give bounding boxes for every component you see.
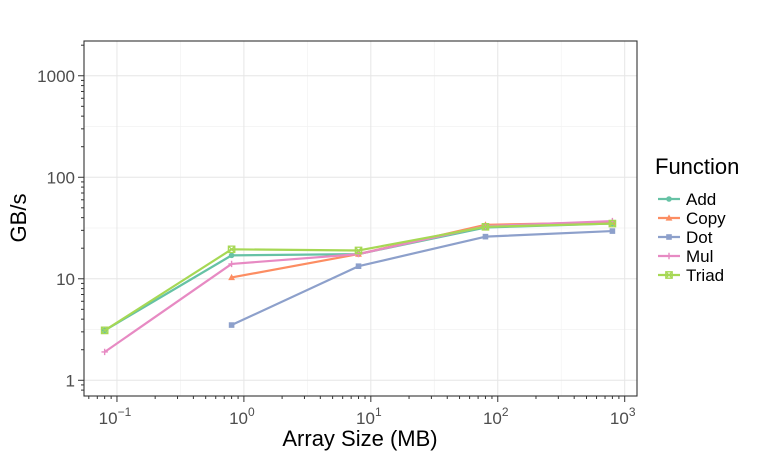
data-point-dot [228,322,235,328]
data-point-mul [228,260,235,268]
y-tick-label: 1000 [37,67,75,86]
legend-label-mul: Mul [686,247,713,266]
series-line-add [104,222,613,332]
legend-key-marker-dot [666,234,672,240]
legend-item-triad: Triad [658,266,724,285]
legend-item-dot: Dot [658,228,713,247]
panel-border [83,40,638,397]
data-point-triad [354,246,363,255]
data-point-mul [101,348,108,356]
y-axis-title: GB/s [6,194,31,243]
x-tick-label: 100 [229,405,255,428]
legend-title: Function [655,154,739,179]
x-tick-base: 10 [229,409,248,428]
legend-item-add: Add [658,190,716,209]
data-point-dot [609,228,616,234]
x-tick-exponent: 3 [629,405,636,419]
x-tick-base: 10 [356,409,375,428]
y-tick-label: 10 [56,270,75,289]
data-point-triad [608,219,617,228]
y-tick-label: 100 [47,168,75,187]
grid [84,41,637,396]
legend-key-marker-copy [665,214,673,221]
legend-label-dot: Dot [686,228,713,247]
x-tick-label: 101 [356,405,382,428]
x-tick-label: 102 [483,405,509,428]
legend-label-add: Add [686,190,716,209]
x-tick-label: 103 [610,405,636,428]
data-point-triad [227,245,236,254]
legend-label-triad: Triad [686,266,724,285]
legend-item-mul: Mul [658,247,713,266]
series-add [101,220,616,334]
data-point-triad [100,326,109,335]
legend-label-copy: Copy [686,209,726,228]
x-tick-exponent: 0 [248,405,255,419]
legend-key-marker-triad [665,271,673,279]
x-tick-base: 10 [483,409,502,428]
legend-key-marker-add [666,196,672,202]
series-dot [228,228,616,328]
data-point-copy [228,273,235,281]
x-tick-base: 10 [610,409,629,428]
data-point-dot [355,263,362,269]
data-point-triad [481,222,490,231]
x-tick-exponent: 2 [502,405,509,419]
series-triad [100,219,617,335]
x-tick-exponent: 1 [375,405,382,419]
x-tick-label: 10−1 [99,405,132,428]
series-lines [100,217,617,356]
data-point-add [228,252,235,259]
y-tick-label: 1 [66,371,75,390]
x-tick-exponent: −1 [118,405,132,419]
legend-item-copy: Copy [658,209,726,228]
legend-key-marker-mul [665,252,673,260]
x-axis-title: Array Size (MB) [282,426,437,451]
x-tick-base: 10 [99,409,118,428]
data-point-dot [482,233,489,240]
series-line-dot [231,229,613,327]
series-line-triad [104,222,613,332]
